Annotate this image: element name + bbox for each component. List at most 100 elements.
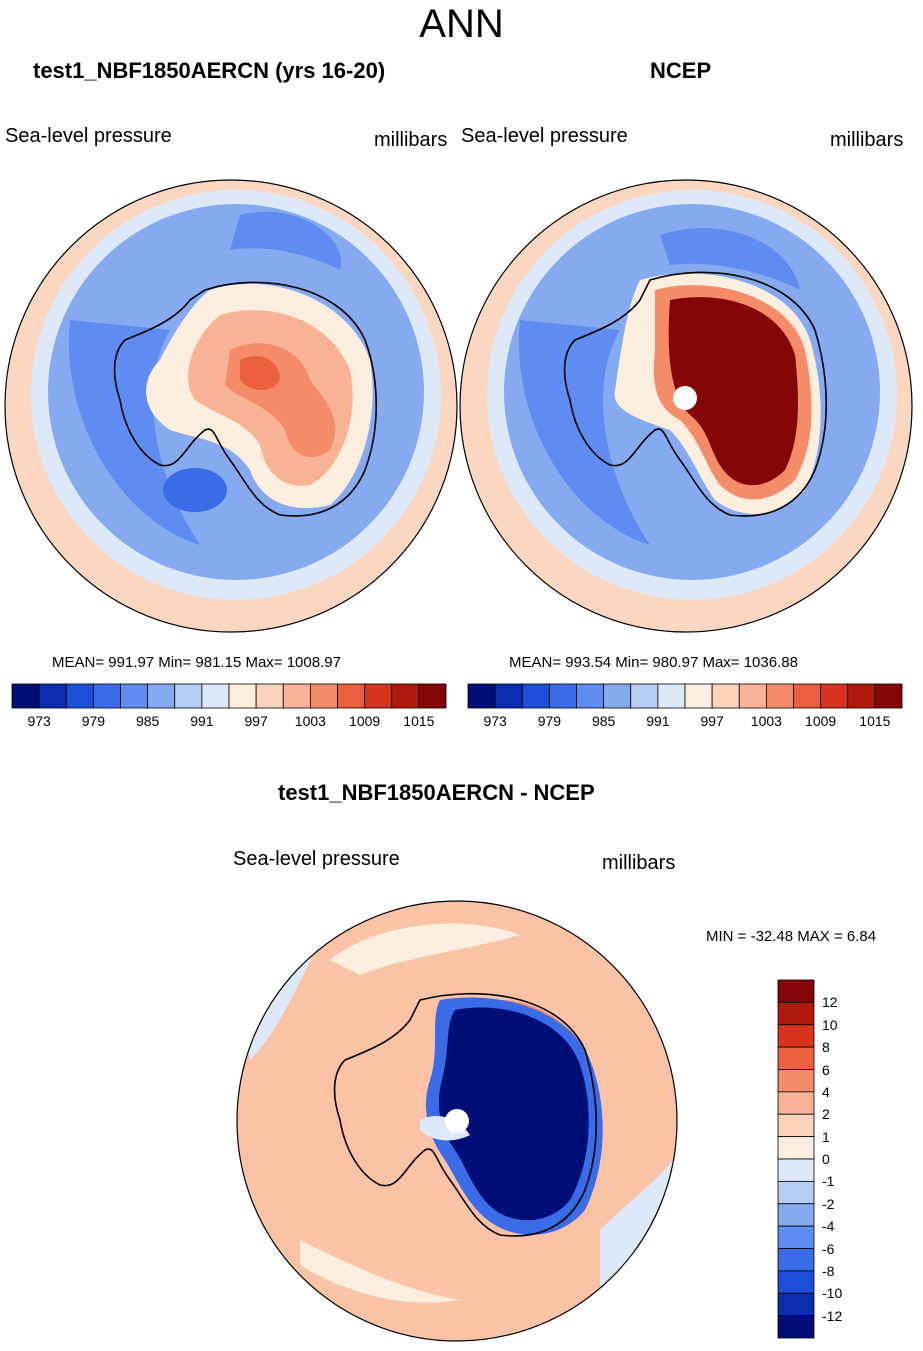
panel-3-units: millibars <box>602 852 676 874</box>
panel-1-units: millibars <box>374 129 448 151</box>
colorbar-cell <box>711 683 740 709</box>
colorbar-cell <box>201 683 230 709</box>
colorbar-cell <box>65 683 94 709</box>
panel-1-title: test1_NBF1850AERCN (yrs 16-20) <box>33 58 386 83</box>
colorbar-cell <box>777 979 815 1003</box>
map-ncep-frame <box>459 179 913 633</box>
panel-3-stats: MIN = -32.48 MAX = 6.84 <box>706 928 877 945</box>
colorbar-tick-label: 1003 <box>750 713 782 729</box>
colorbar-cell <box>255 683 284 709</box>
colorbar-cell <box>174 683 203 709</box>
colorbar-tick-label: 1 <box>822 1128 830 1145</box>
colorbar-cell <box>11 683 40 709</box>
colorbar-cell <box>364 683 393 709</box>
colorbar-cell <box>548 683 577 709</box>
colorbar-cell <box>38 683 67 709</box>
map-ncep-deep-blue-north <box>660 228 800 290</box>
map-diff-frame <box>236 900 678 1342</box>
colorbar-cell <box>777 1001 815 1026</box>
colorbar-cell <box>738 683 767 709</box>
colorbar-cell <box>777 1136 815 1160</box>
colorbar-tick-label: 6 <box>822 1061 830 1078</box>
colorbar-cell <box>684 683 713 709</box>
map-model-ice-peak <box>240 356 280 391</box>
colorbar-tick-label: -1 <box>822 1173 835 1190</box>
colorbar-cell <box>228 683 257 709</box>
colorbar-cell <box>630 683 659 709</box>
colorbar-cell <box>777 1292 815 1317</box>
colorbar-tick-label: 985 <box>135 713 160 729</box>
colorbar-tick-label: 1009 <box>349 713 381 729</box>
figure-title: ANN <box>419 2 504 46</box>
colorbar-cell <box>777 1113 815 1138</box>
colorbar-tick-label: 1009 <box>805 713 837 729</box>
panel-2-variable: Sea-level pressure <box>461 125 628 147</box>
colorbar-cell <box>120 683 149 709</box>
colorbar-diff <box>777 979 815 1339</box>
colorbar-tick-label: 991 <box>646 713 670 729</box>
colorbar-cell <box>391 683 420 709</box>
colorbar-cell <box>147 683 176 709</box>
colorbar-cell <box>777 1069 815 1093</box>
map-ncep-coastline <box>563 271 827 517</box>
colorbar-cell <box>777 1248 815 1272</box>
map-diff-coastline <box>333 992 597 1237</box>
map-ncep-pole-mask <box>673 386 697 410</box>
map-ncep-ice-high <box>668 297 798 486</box>
colorbar-cell <box>282 683 311 709</box>
colorbar-model <box>11 683 447 709</box>
panel-3-title: test1_NBF1850AERCN - NCEP <box>278 780 595 805</box>
colorbar-tick-label: 973 <box>27 713 51 729</box>
colorbar-cell <box>657 683 686 709</box>
colorbar-tick-label: 997 <box>700 713 724 729</box>
colorbar-cell <box>777 1024 815 1048</box>
colorbar-tick-label: 973 <box>483 713 507 729</box>
colorbar-tick-label: 4 <box>822 1083 830 1100</box>
map-model-coastline <box>113 281 378 517</box>
map-diff-negative-core <box>438 1007 589 1221</box>
colorbar-tick-label: -6 <box>822 1240 835 1257</box>
map-diff-near-zero-south <box>300 1240 460 1303</box>
colorbar-cell <box>494 683 523 709</box>
colorbar-cell <box>874 683 903 709</box>
colorbar-tick-label: -10 <box>822 1285 843 1302</box>
panel-1-stats: MEAN= 991.97 Min= 981.15 Max= 1008.97 <box>52 654 341 671</box>
colorbar-tick-label: 1015 <box>403 713 435 729</box>
map-diff-near-zero-patch <box>420 1115 470 1141</box>
panel-2-title: NCEP <box>650 58 712 83</box>
colorbar-cell <box>777 1091 815 1115</box>
colorbar-tick-label: 1015 <box>859 713 891 729</box>
colorbar-tick-label: 997 <box>244 713 268 729</box>
colorbar-cell <box>603 683 632 709</box>
colorbar-cell <box>467 683 496 709</box>
colorbar-ncep <box>467 683 903 709</box>
colorbar-tick-label: 985 <box>591 713 616 729</box>
colorbar-cell <box>92 683 121 709</box>
colorbar-cell <box>521 683 550 709</box>
colorbar-cell <box>777 1158 815 1182</box>
colorbar-cell <box>576 683 605 709</box>
colorbar-cell <box>309 683 338 709</box>
colorbar-tick-label: 991 <box>190 713 214 729</box>
colorbar-cell <box>777 1315 815 1339</box>
map-ncep <box>460 180 912 632</box>
colorbar-tick-label: 10 <box>822 1016 838 1033</box>
map-model <box>5 180 457 632</box>
panel-2-units: millibars <box>830 129 904 151</box>
colorbar-cell <box>847 683 876 709</box>
colorbar-tick-label: 1003 <box>294 713 326 729</box>
colorbar-tick-label: 0 <box>822 1151 830 1167</box>
colorbar-cell <box>777 1270 815 1294</box>
colorbar-cell <box>820 683 849 709</box>
map-diff-pole-mask <box>445 1109 469 1133</box>
map-ncep-deep-blue-west <box>518 320 650 545</box>
colorbar-cell <box>777 1046 815 1070</box>
panel-1-variable: Sea-level pressure <box>5 125 172 147</box>
colorbar-tick-label: 2 <box>822 1106 830 1123</box>
colorbar-tick-label: 979 <box>81 713 106 729</box>
colorbar-cell <box>777 1225 815 1249</box>
map-model-frame <box>4 179 458 633</box>
colorbar-cell <box>777 1203 815 1227</box>
panel-3-variable: Sea-level pressure <box>233 848 400 870</box>
